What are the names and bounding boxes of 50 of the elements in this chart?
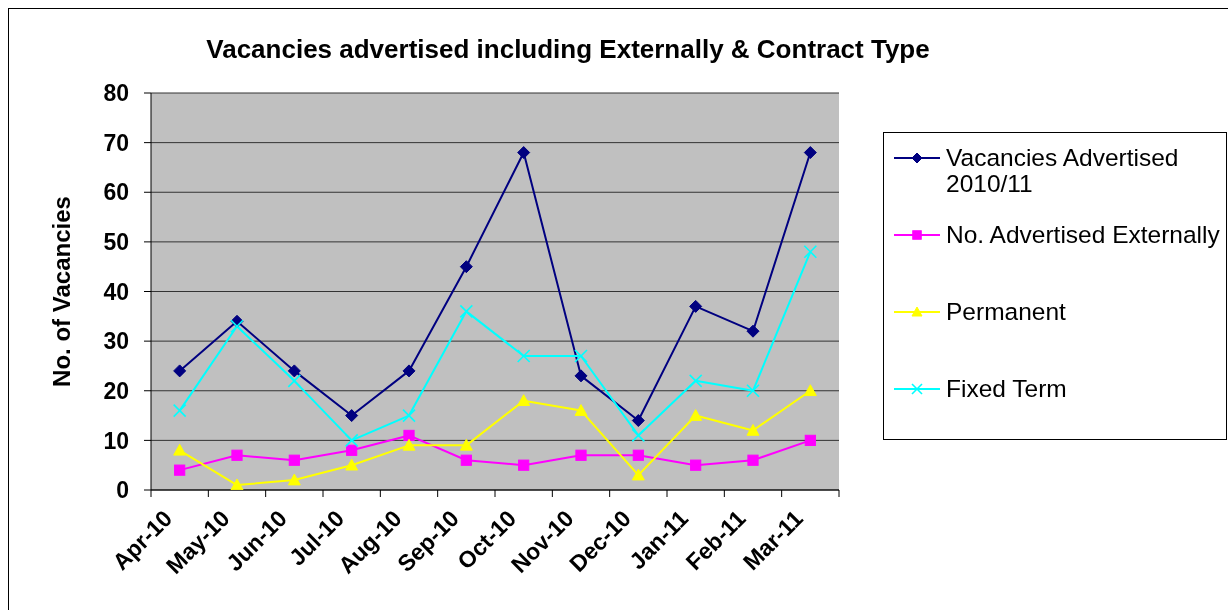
point	[574, 369, 588, 383]
point	[517, 146, 531, 160]
legend-label: No. Advertised Externally	[946, 221, 1221, 248]
point	[174, 464, 186, 476]
point	[231, 449, 243, 461]
point	[689, 409, 703, 421]
legend-label: Permanent	[946, 298, 1067, 325]
point	[803, 146, 817, 160]
point	[747, 454, 759, 466]
point	[403, 429, 415, 442]
point	[345, 458, 359, 471]
y-tick-label: 50	[103, 229, 129, 256]
chart-title: Vacancies advertised including Externally & Contract Type	[205, 34, 931, 64]
legend-label: Fixed Term	[946, 375, 1068, 402]
point	[287, 364, 301, 378]
point	[746, 423, 760, 436]
point	[631, 468, 645, 481]
point	[632, 449, 644, 461]
y-tick-label: 60	[103, 179, 129, 206]
y-tick-label: 80	[103, 80, 129, 107]
point	[517, 394, 531, 406]
point	[230, 478, 244, 490]
point	[631, 414, 645, 428]
point	[803, 384, 817, 397]
point	[690, 459, 702, 471]
point	[287, 473, 301, 486]
point	[345, 409, 359, 423]
point	[459, 260, 473, 274]
y-tick-label: 20	[103, 377, 129, 404]
point	[518, 459, 530, 471]
point	[402, 364, 416, 378]
point	[689, 299, 703, 313]
point	[402, 438, 416, 451]
y-tick-label: 10	[103, 427, 129, 454]
point	[173, 443, 187, 456]
legend-label: Vacancies Advertised 2010/11	[946, 144, 1180, 197]
y-tick-label: 0	[116, 477, 129, 504]
point	[460, 454, 472, 466]
point	[804, 434, 816, 446]
point	[575, 449, 587, 461]
y-axis-title: No. of Vacancies	[47, 196, 75, 387]
point	[173, 364, 187, 378]
y-tick-label: 30	[103, 328, 129, 355]
point	[346, 444, 358, 456]
point	[746, 324, 760, 338]
y-tick-label: 40	[103, 278, 129, 305]
y-tick-label: 70	[103, 129, 129, 156]
point	[459, 438, 473, 451]
point	[288, 454, 300, 466]
point	[574, 404, 588, 416]
